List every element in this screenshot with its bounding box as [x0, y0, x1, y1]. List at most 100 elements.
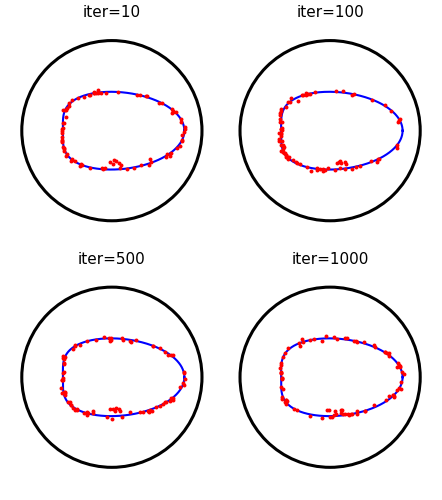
Point — [149, 407, 156, 415]
Point — [167, 396, 174, 404]
Point — [279, 142, 286, 150]
Point — [61, 147, 68, 155]
Point — [107, 334, 114, 342]
Point — [360, 338, 367, 345]
Point — [356, 162, 363, 170]
Point — [93, 90, 100, 98]
Point — [61, 388, 68, 396]
Point — [159, 98, 166, 106]
Point — [70, 404, 77, 412]
Point — [77, 160, 84, 168]
Point — [59, 124, 66, 132]
Point — [295, 96, 302, 104]
Title: iter=500: iter=500 — [78, 252, 146, 267]
Point — [344, 410, 351, 418]
Point — [296, 338, 303, 346]
Point — [323, 406, 330, 414]
Point — [314, 164, 321, 172]
Point — [61, 368, 68, 376]
Point — [152, 403, 160, 411]
Point — [161, 348, 168, 356]
Point — [107, 336, 114, 344]
Point — [58, 136, 65, 143]
Point — [181, 381, 188, 389]
Point — [381, 100, 389, 108]
Point — [91, 88, 98, 96]
Point — [278, 374, 286, 382]
Point — [168, 108, 175, 116]
Point — [118, 161, 125, 169]
Point — [338, 159, 345, 167]
Point — [336, 157, 343, 165]
Point — [396, 115, 403, 123]
Point — [117, 164, 124, 172]
Point — [353, 407, 360, 415]
Point — [361, 408, 368, 416]
Point — [282, 103, 290, 111]
Point — [59, 134, 66, 141]
Point — [334, 335, 341, 343]
Point — [62, 389, 69, 397]
Point — [118, 334, 126, 342]
Point — [131, 164, 138, 172]
Point — [278, 126, 285, 134]
Point — [285, 344, 292, 352]
Point — [343, 334, 351, 342]
Point — [281, 349, 288, 357]
Point — [375, 155, 382, 163]
Point — [278, 148, 285, 156]
Point — [306, 336, 313, 344]
Point — [302, 91, 309, 99]
Point — [277, 129, 284, 137]
Point — [74, 406, 81, 413]
Point — [62, 106, 69, 114]
Point — [350, 90, 357, 98]
Point — [286, 98, 293, 106]
Point — [396, 362, 403, 370]
Point — [97, 88, 104, 96]
Point — [338, 406, 345, 413]
Point — [281, 150, 288, 158]
Point — [396, 384, 403, 392]
Point — [331, 334, 338, 342]
Point — [348, 410, 355, 418]
Point — [275, 134, 282, 142]
Point — [276, 118, 283, 126]
Point — [137, 91, 144, 99]
Point — [148, 158, 155, 166]
Point — [133, 336, 140, 344]
Point — [61, 118, 68, 126]
Point — [314, 166, 321, 173]
Point — [294, 160, 301, 168]
Point — [383, 396, 390, 404]
Point — [306, 90, 313, 98]
Point — [294, 406, 301, 413]
Point — [393, 144, 400, 152]
Point — [69, 96, 76, 104]
Point — [146, 406, 153, 414]
Point — [300, 338, 307, 346]
Point — [349, 165, 356, 173]
Point — [106, 406, 113, 413]
Point — [383, 349, 390, 357]
Point — [278, 132, 285, 140]
Point — [170, 396, 177, 404]
Point — [123, 166, 130, 173]
Point — [69, 156, 76, 164]
Point — [84, 411, 91, 419]
Point — [350, 337, 357, 345]
Point — [133, 92, 141, 100]
Point — [137, 408, 144, 416]
Point — [308, 167, 315, 175]
Point — [72, 342, 79, 349]
Point — [65, 99, 72, 107]
Point — [84, 409, 91, 417]
Point — [278, 392, 286, 400]
Point — [292, 158, 299, 166]
Point — [145, 160, 152, 168]
Point — [146, 155, 153, 163]
Point — [62, 106, 69, 114]
Point — [166, 152, 173, 160]
Point — [95, 86, 102, 94]
Point — [167, 352, 174, 360]
